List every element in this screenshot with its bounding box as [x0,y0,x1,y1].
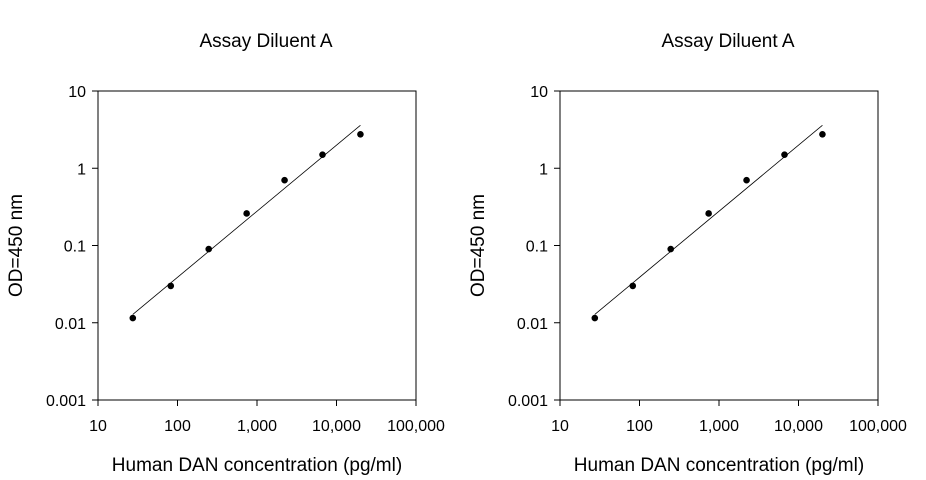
y-tick-label: 1 [539,161,548,178]
x-tick-label: 1,000 [237,418,277,435]
x-tick-label: 10,000 [774,418,823,435]
plot-frame [559,90,879,401]
y-tick-label: 10 [68,84,86,101]
y-tick-label: 0.01 [55,316,86,333]
data-point [705,210,712,217]
data-point [319,151,326,158]
data-point [591,314,599,322]
y-tick-label: 1 [77,161,86,178]
x-tick-label: 100 [164,418,191,435]
y-tick-label: 0.001 [508,393,548,410]
y-tick-label: 0.01 [517,316,548,333]
data-point [819,131,826,138]
y-axis-label: OD=450 nm [6,194,27,297]
x-tick-label: 100,000 [849,418,907,435]
x-tick-label: 1,000 [699,418,739,435]
chart-title: Assay Diluent A [661,31,794,52]
x-tick-label: 100,000 [387,418,445,435]
y-tick-label: 0.001 [46,393,86,410]
x-axis-label: Human DAN concentration (pg/ml) [112,455,402,476]
data-point [629,282,637,290]
x-tick-label: 10 [551,418,569,435]
fit-line [594,124,823,315]
y-axis-label: OD=450 nm [468,194,489,297]
y-tick-label: 0.1 [64,239,86,256]
x-tick-label: 100 [626,418,653,435]
data-point [667,245,675,253]
data-point [243,210,250,217]
chart-title: Assay Diluent A [199,31,332,52]
x-axis-label: Human DAN concentration (pg/ml) [574,455,864,476]
x-tick-label: 10 [89,418,107,435]
data-point [281,176,288,184]
data-point [167,282,175,290]
y-tick-label: 10 [530,84,548,101]
chart-panel-1: Assay Diluent A 10 100 1,000 10,000 100,000 0.… [6,31,445,476]
data-point [357,131,364,138]
data-point [743,176,750,184]
chart-panel-2: Assay Diluent A 10 100 1,000 10,000 100,000 0.… [468,31,907,476]
y-tick-label: 0.1 [526,239,548,256]
data-point [205,245,213,253]
x-tick-label: 10,000 [312,418,361,435]
plot-frame [97,90,417,401]
fit-line [132,124,361,315]
data-point [781,151,788,158]
data-point [129,314,137,322]
